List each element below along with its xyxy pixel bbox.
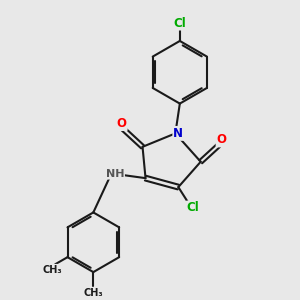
Text: CH₃: CH₃ — [42, 265, 62, 275]
Text: O: O — [117, 117, 127, 130]
Text: CH₃: CH₃ — [83, 288, 103, 298]
Text: Cl: Cl — [187, 202, 200, 214]
Text: O: O — [217, 134, 226, 146]
Text: N: N — [173, 127, 183, 140]
Text: NH: NH — [106, 169, 124, 179]
Text: Cl: Cl — [173, 16, 186, 30]
